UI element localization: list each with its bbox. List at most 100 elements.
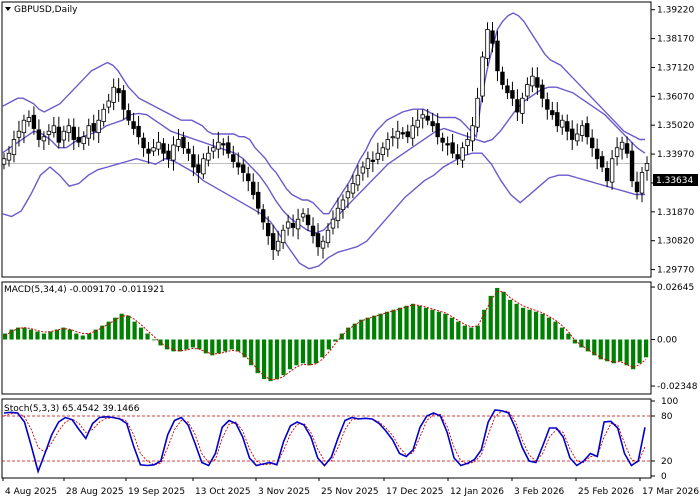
candle-bull xyxy=(355,174,361,186)
candle-bear xyxy=(594,148,600,160)
macd-bar xyxy=(9,329,14,340)
candle-bear xyxy=(450,142,455,154)
macd-bar xyxy=(197,339,202,350)
candle-bull xyxy=(619,141,625,150)
current-price-label: 1.33634 xyxy=(656,176,693,186)
macd-bar xyxy=(281,339,286,376)
macd-bar xyxy=(365,317,370,340)
macd-bar xyxy=(320,339,325,358)
candle-bear xyxy=(435,123,440,138)
candle-bull xyxy=(560,119,565,128)
time-tick-label: 28 Aug 2025 xyxy=(66,487,124,497)
candle-bear xyxy=(310,225,316,237)
candle-bull xyxy=(41,136,47,142)
macd-bar xyxy=(397,307,403,340)
macd-bar xyxy=(294,339,299,366)
macd-bar xyxy=(255,339,260,374)
candle-bull xyxy=(6,152,12,161)
macd-bar xyxy=(605,339,610,362)
candle-bull xyxy=(335,207,341,222)
candle-bear xyxy=(405,131,410,138)
macd-bar xyxy=(598,339,603,360)
candle-bear xyxy=(71,126,76,140)
candle-bull xyxy=(330,218,336,229)
macd-bar xyxy=(585,339,590,352)
candle-bear xyxy=(490,30,495,44)
candle-bull xyxy=(580,125,585,136)
candle-bull xyxy=(350,183,356,194)
macd-axis: 0.02645 0.00 -0.02348 xyxy=(651,283,698,392)
time-tick-label: 13 Oct 2025 xyxy=(195,487,251,497)
candle-bull xyxy=(485,29,490,59)
candle-bull xyxy=(365,158,371,169)
macd-bar xyxy=(372,315,377,340)
candle-bull xyxy=(2,158,7,165)
macd-tick-label: 0.00 xyxy=(657,335,677,345)
candle-bull xyxy=(575,133,580,142)
candle-bear xyxy=(136,125,141,138)
price-tick-label: 1.33970 xyxy=(657,150,694,160)
macd-bar xyxy=(410,303,416,340)
candle-bear xyxy=(76,136,81,143)
candle-bull xyxy=(639,172,645,194)
candle-bear xyxy=(430,121,435,127)
macd-bar xyxy=(287,339,293,370)
price-tick-label: 1.38170 xyxy=(657,35,694,45)
stoch-tick-label: 0 xyxy=(661,472,667,482)
macd-bar xyxy=(508,299,513,340)
macd-bar xyxy=(540,313,545,340)
candle-bear xyxy=(570,128,575,140)
candle-bull xyxy=(520,97,525,114)
candle-bear xyxy=(599,156,605,168)
macd-bar xyxy=(359,319,364,340)
macd-bar xyxy=(216,339,221,354)
candle-bear xyxy=(256,191,261,209)
candle-bear xyxy=(505,85,510,94)
candle-bear xyxy=(131,121,136,129)
title-row[interactable]: GBPUSD,Daily xyxy=(5,5,78,15)
macd-bar xyxy=(48,331,53,340)
candle-bear xyxy=(290,222,296,228)
macd-bar xyxy=(346,327,351,340)
macd-bar xyxy=(572,339,577,344)
stoch-axis: 100 80 20 0 xyxy=(651,397,678,482)
candle-bear xyxy=(589,137,595,149)
candle-bull xyxy=(375,152,381,160)
price-tick-label: 1.37120 xyxy=(657,63,694,73)
candle-bear xyxy=(260,209,266,223)
macd-bar xyxy=(151,339,157,341)
macd-bar xyxy=(119,313,124,340)
macd-bar xyxy=(223,339,228,352)
macd-bar xyxy=(592,339,597,356)
macd-bar xyxy=(54,329,59,340)
candle-bull xyxy=(525,84,530,97)
price-pane-title: GBPUSD,Daily xyxy=(14,5,78,15)
candle-bear xyxy=(121,90,126,110)
macd-bar xyxy=(184,339,189,350)
candle-bull xyxy=(420,114,425,119)
macd-bar xyxy=(436,311,442,340)
macd-bar xyxy=(482,309,487,340)
candle-bear xyxy=(186,148,191,154)
current-price-tag: 1.33634 xyxy=(653,174,698,186)
candle-bull xyxy=(206,152,211,161)
candle-bear xyxy=(540,84,545,99)
candle-bull xyxy=(395,130,400,139)
macd-bar xyxy=(80,335,85,340)
candle-bear xyxy=(265,222,271,237)
candle-bull xyxy=(96,119,101,134)
macd-bar xyxy=(74,333,79,340)
macd-bar xyxy=(171,339,176,352)
candle-bull xyxy=(465,139,470,146)
candle-bear xyxy=(565,121,570,132)
candle-bear xyxy=(425,115,430,121)
collapse-triangle-icon[interactable] xyxy=(5,7,11,11)
candle-bear xyxy=(500,71,505,85)
candle-bull xyxy=(285,221,291,229)
price-tick-label: 1.31870 xyxy=(657,208,694,218)
macd-bar xyxy=(378,313,383,340)
candle-bear xyxy=(141,137,146,149)
macd-bar xyxy=(138,327,144,340)
pane-frame-3 xyxy=(1,398,652,479)
candle-bear xyxy=(495,40,500,72)
